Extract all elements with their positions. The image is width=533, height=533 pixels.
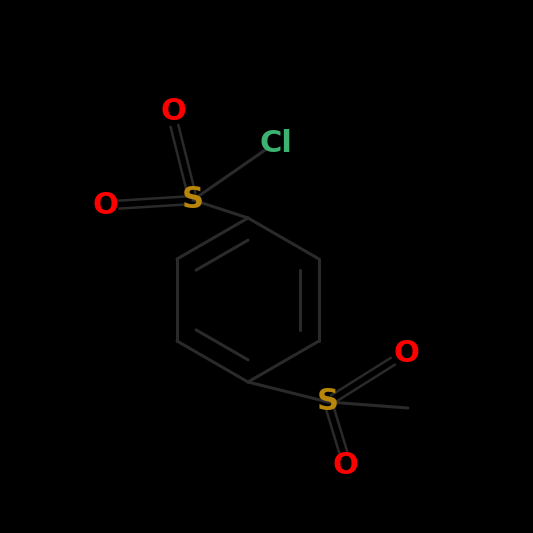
Text: S: S <box>182 185 204 214</box>
Text: S: S <box>317 387 339 416</box>
Text: O: O <box>332 451 358 481</box>
Text: O: O <box>393 338 419 367</box>
Text: Cl: Cl <box>260 128 293 157</box>
Text: O: O <box>160 98 186 126</box>
Text: O: O <box>92 190 118 220</box>
